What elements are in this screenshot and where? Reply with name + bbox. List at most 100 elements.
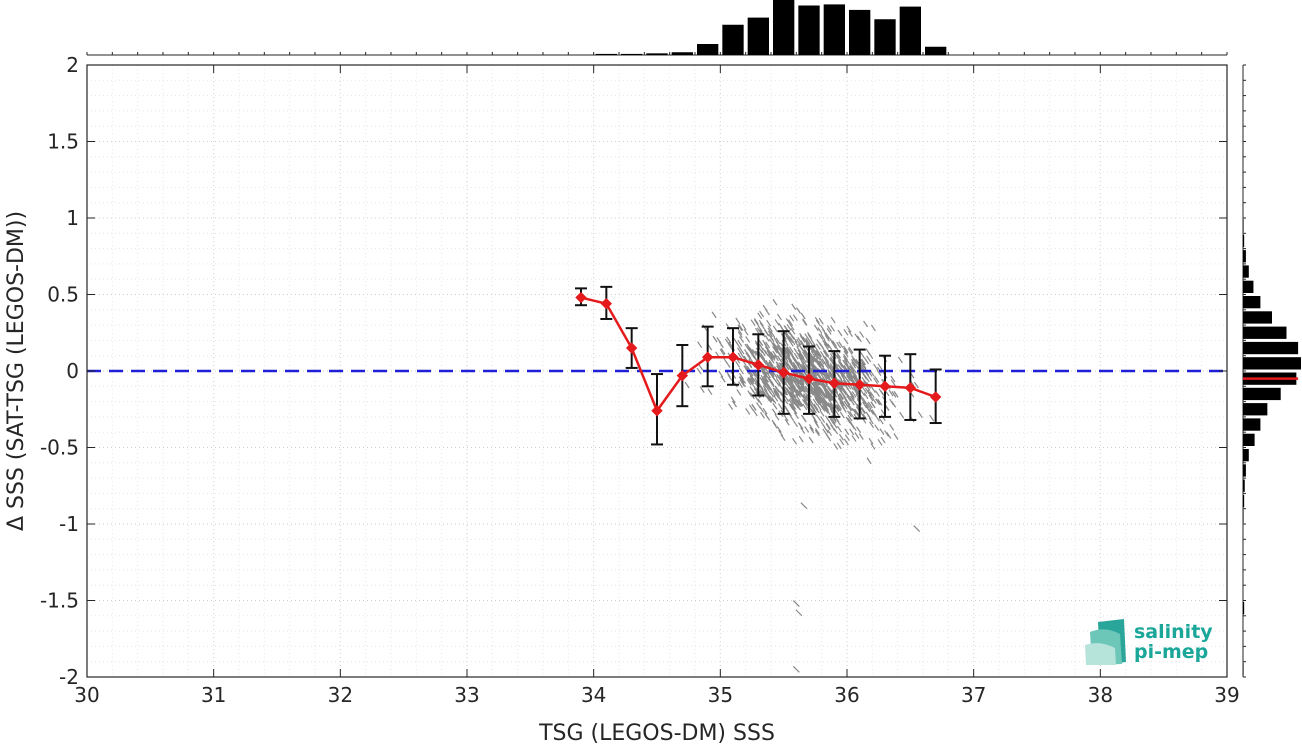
scatter-point	[789, 314, 795, 322]
scatter-point	[824, 400, 830, 408]
scatter-point	[777, 403, 783, 410]
scatter-point	[860, 407, 866, 414]
right-histogram	[1242, 64, 1301, 678]
scatter-point	[816, 338, 822, 346]
scatter-point	[754, 327, 760, 335]
scatter-point	[864, 375, 870, 383]
scatter-point	[809, 426, 815, 434]
scatter-point	[773, 389, 779, 397]
scatter-point	[739, 336, 745, 343]
scatter-point	[751, 404, 757, 411]
scatter-point	[770, 351, 776, 359]
scatter-point	[716, 337, 722, 344]
scatter-point	[843, 329, 849, 336]
scatter-point	[830, 325, 836, 332]
right-hist-bar	[1243, 602, 1245, 615]
scatter-point	[813, 392, 819, 400]
scatter-point	[789, 403, 795, 411]
scatter-point	[793, 395, 799, 402]
scatter-point	[804, 333, 810, 341]
scatter-point	[762, 378, 768, 386]
scatter-point	[810, 413, 816, 421]
scatter-point	[821, 358, 827, 365]
scatter-point	[769, 362, 775, 369]
scatter-point	[852, 386, 858, 394]
scatter-point	[788, 360, 794, 368]
top-hist-bar	[899, 6, 921, 56]
scatter-point	[794, 380, 800, 387]
scatter-point	[768, 354, 774, 361]
scatter-point	[741, 323, 747, 331]
scatter-point	[818, 360, 824, 367]
y-tick-label: -0.5	[40, 436, 79, 460]
scatter-point	[820, 421, 826, 429]
right-hist-bar	[1243, 357, 1301, 370]
scatter-point	[737, 347, 743, 355]
scatter-point	[797, 353, 803, 360]
scatter-point	[820, 333, 826, 341]
right-hist-bar	[1243, 403, 1268, 416]
scatter-point	[826, 325, 832, 333]
scatter-point	[794, 378, 800, 386]
scatter-point	[774, 385, 780, 393]
scatter-point	[852, 370, 858, 378]
scatter-point	[838, 341, 844, 348]
scatter-point	[772, 402, 778, 410]
scatter-point	[772, 325, 778, 333]
scatter-point	[773, 344, 779, 352]
scatter-point	[792, 357, 798, 365]
binned-mean-marker	[777, 366, 790, 379]
scatter-point	[739, 376, 745, 383]
scatter-point	[865, 348, 871, 356]
outlier-point	[913, 525, 921, 533]
binned-mean-series	[575, 291, 942, 417]
scatter-point	[763, 371, 769, 378]
scatter-point	[752, 409, 758, 417]
scatter-point	[753, 318, 759, 325]
right-hist-bar	[1243, 433, 1255, 446]
scatter-point	[848, 370, 854, 377]
scatter-point	[735, 360, 741, 368]
scatter-point	[789, 394, 795, 402]
scatter-point	[775, 337, 781, 345]
scatter-point	[843, 347, 849, 355]
scatter-point	[836, 404, 842, 412]
scatter-point	[800, 427, 806, 434]
scatter-point	[759, 412, 765, 419]
scatter-point	[820, 344, 826, 352]
scatter-point	[778, 429, 784, 437]
y-tick-label: -1	[59, 512, 79, 536]
scatter-point	[793, 375, 799, 383]
scatter-point	[818, 317, 824, 325]
scatter-point	[851, 361, 857, 369]
scatter-point	[749, 375, 755, 382]
scatter-point	[799, 382, 805, 390]
scatter-point	[737, 352, 743, 360]
scatter-point	[851, 407, 857, 415]
scatter-point	[772, 371, 778, 379]
scatter-point	[823, 388, 829, 395]
scatter-point	[823, 339, 829, 347]
scatter-point	[801, 415, 807, 423]
scatter-point	[862, 387, 868, 394]
axes-frame	[86, 64, 1228, 678]
scatter-point	[829, 417, 835, 425]
right-hist-bar	[1243, 296, 1261, 309]
scatter-point	[818, 402, 824, 410]
scatter-point	[826, 394, 832, 402]
scatter-point	[780, 434, 786, 442]
scatter-point	[839, 392, 845, 400]
scatter-point	[730, 396, 736, 404]
scatter-point	[864, 401, 870, 409]
scatter-point	[860, 397, 866, 405]
scatter-point	[736, 389, 742, 396]
x-tick-label: 35	[708, 683, 733, 707]
scatter-point	[766, 319, 772, 327]
scatter-point	[793, 352, 799, 360]
scatter-point	[893, 390, 899, 398]
scatter-point	[889, 424, 895, 431]
binned-mean-marker	[879, 380, 891, 393]
scatter-point	[790, 327, 796, 335]
scatter-point	[762, 371, 768, 378]
scatter-point	[823, 372, 829, 380]
